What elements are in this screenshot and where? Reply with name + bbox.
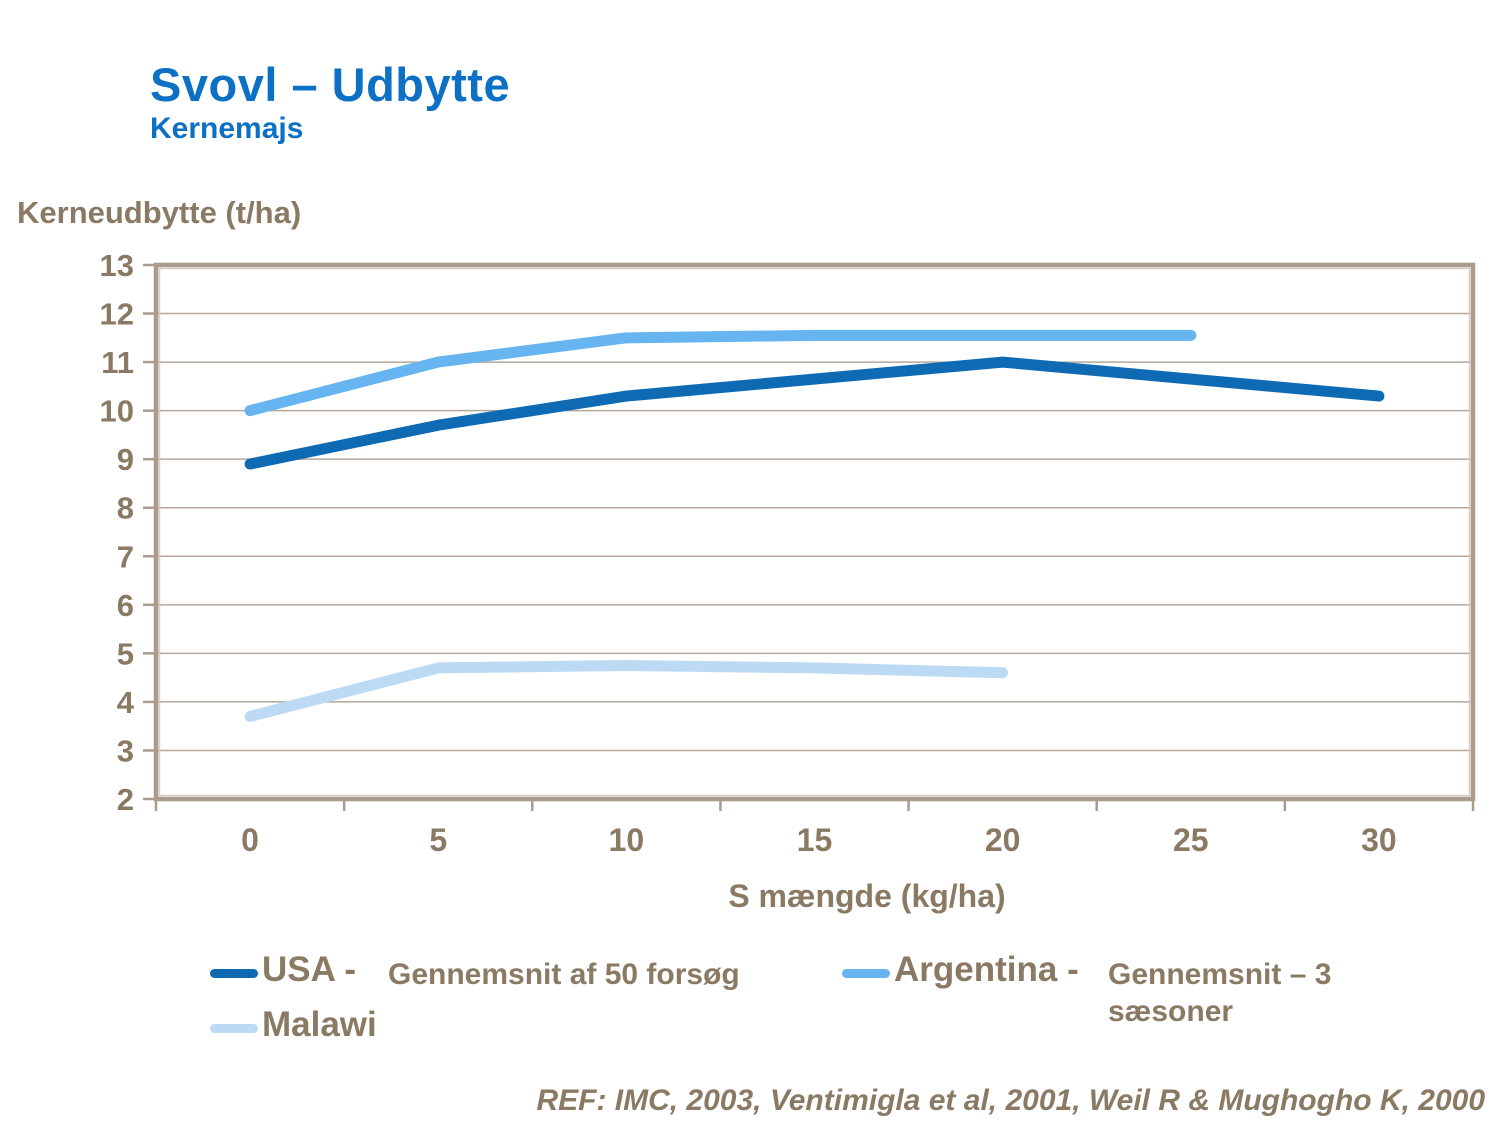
x-tick-label: 10 [609,822,645,858]
legend-desc-argentina: Gennemsnit – 3 sæsoner [1108,958,1332,1028]
y-axis-title: Kerneudbytte (t/ha) [17,195,302,230]
y-tick-label: 10 [100,394,134,429]
x-tick-label: 5 [429,822,447,858]
usa-line-swatch [210,969,258,978]
y-tick-label: 3 [117,733,134,768]
legend-label-argentina: Argentina - [894,950,1079,989]
page-title: Svovl – Udbytte [150,58,511,111]
malawi-series-line [244,660,1009,722]
y-tick-label: 4 [117,685,135,720]
x-tick-label: 20 [985,822,1021,858]
plot-border [153,262,1476,802]
x-tick-label: 30 [1361,822,1397,858]
plot-border-inner [158,267,1471,797]
y-tick-label: 11 [101,345,134,380]
x-tick-label: 25 [1173,822,1209,858]
y-tick-label: 5 [117,636,134,671]
page-subtitle: Kernemajs [150,112,304,145]
y-tick-label: 12 [100,297,134,332]
usa-series-line [244,356,1385,470]
y-tick-label: 2 [117,782,134,817]
x-axis-ticks: 0 5 10 15 20 25 30 [154,799,1475,858]
argentina-series-line [244,329,1197,417]
argentina-line-swatch [842,969,890,978]
x-tick-label: 15 [797,822,833,858]
y-tick-label: 9 [117,442,134,477]
malawi-line-swatch [210,1024,258,1033]
gridlines [158,312,1471,752]
y-tick-label: 8 [117,491,134,526]
y-axis-ticks: 2 3 4 5 6 7 8 9 10 11 12 13 [100,248,156,817]
x-axis-title: S mængde (kg/ha) [728,878,1006,914]
legend-label-usa: USA - [262,950,356,989]
y-tick-label: 6 [117,588,134,623]
line-chart: 2 3 4 5 6 7 8 9 10 11 12 13 0 5 10 15 20 25 30 [100,248,1476,858]
legend-label-malawi: Malawi [262,1005,377,1044]
legend-desc-usa: Gennemsnit af 50 forsøg [388,958,740,991]
y-tick-label: 7 [117,539,134,574]
x-tick-label: 0 [241,822,259,858]
y-tick-label: 13 [100,248,134,283]
reference-text: REF: IMC, 2003, Ventimigla et al, 2001, … [536,1084,1485,1117]
